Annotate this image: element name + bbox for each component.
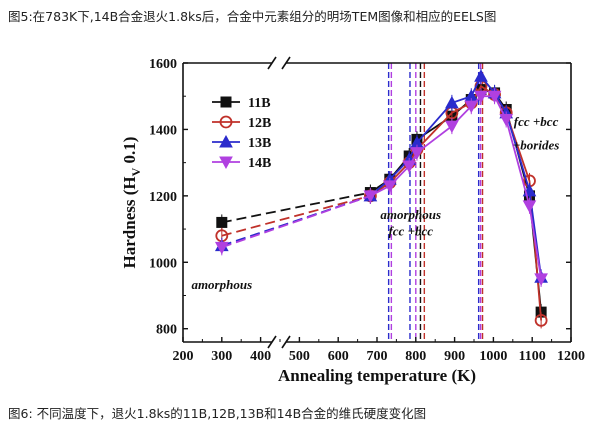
y-tick-label: 1200 bbox=[149, 190, 177, 205]
triangle-up-marker bbox=[219, 134, 233, 148]
triangle-down-marker bbox=[382, 180, 397, 193]
square-marker bbox=[220, 96, 232, 108]
x-tick-label: 900 bbox=[444, 349, 465, 364]
triangle-down-marker bbox=[219, 156, 233, 170]
triangle-up-marker bbox=[474, 69, 488, 82]
triangle-down-marker bbox=[410, 147, 424, 160]
triangle-down-marker bbox=[402, 160, 417, 174]
legend-label: 11B bbox=[248, 96, 271, 111]
x-tick-label: 400 bbox=[250, 349, 271, 364]
triangle-down-marker bbox=[534, 273, 548, 286]
y-tick-label: 1600 bbox=[149, 57, 177, 72]
chart-axes: 200 300 400 500 600 700 800 900 1000 1100 1200 800 1… bbox=[120, 56, 585, 385]
x-tick-label: 1000 bbox=[479, 349, 507, 364]
chart-annotations: amorphous amorphous fcc +bcc fcc +bcc +borid… bbox=[191, 114, 559, 292]
triangle-down-marker bbox=[474, 90, 488, 104]
legend-label: 13B bbox=[248, 136, 271, 151]
triangle-up-marker bbox=[445, 95, 459, 109]
axis-break-mark bbox=[267, 56, 277, 70]
bottom-caption: 图6: 不同温度下，退火1.8ks的11B,12B,13B和14B合金的维氏硬度… bbox=[8, 406, 427, 421]
axis-break-mark bbox=[281, 56, 291, 70]
triangle-down-marker bbox=[487, 90, 502, 104]
chart-legend: 11B 12B 13B 14B bbox=[212, 96, 271, 171]
triangle-down-marker bbox=[464, 100, 479, 114]
y-tick-label: 1000 bbox=[149, 256, 177, 271]
phase-boundary-lines bbox=[387, 63, 484, 342]
legend-item-11B: 11B bbox=[212, 96, 271, 111]
x-tick-label: 1200 bbox=[557, 349, 585, 364]
axis-break-mark bbox=[267, 335, 277, 349]
circle-marker bbox=[534, 314, 548, 327]
x-tick-label: 600 bbox=[328, 349, 349, 364]
triangle-down-marker bbox=[499, 113, 514, 127]
annotation-label: amorphous bbox=[191, 277, 252, 292]
data-series bbox=[214, 68, 548, 329]
x-tick-label: 300 bbox=[211, 349, 232, 364]
legend-item-14B: 14B bbox=[212, 156, 271, 171]
axis-break-mark bbox=[281, 335, 291, 349]
triangle-down-marker bbox=[445, 120, 459, 134]
annotation-label: fcc +bcc bbox=[388, 224, 433, 239]
y-tick-label: 1400 bbox=[149, 123, 177, 138]
x-tick-label: 1100 bbox=[519, 349, 546, 364]
square-marker bbox=[216, 216, 228, 228]
series-break-line bbox=[221, 195, 371, 249]
top-caption: 图5:在783K下,14B合金退火1.8ks后，合金中元素组分的明场TEM图像和… bbox=[8, 9, 497, 24]
legend-item-13B: 13B bbox=[212, 134, 271, 151]
x-tick-label: 700 bbox=[367, 349, 388, 364]
x-tick-label: 800 bbox=[405, 349, 426, 364]
triangle-down-marker bbox=[363, 190, 378, 203]
triangle-down-marker bbox=[522, 200, 537, 213]
series-break-line bbox=[221, 194, 371, 237]
legend-label: 12B bbox=[248, 116, 271, 131]
x-axis-title: Annealing temperature (K) bbox=[278, 366, 476, 385]
triangle-down-marker bbox=[214, 241, 229, 255]
y-axis-title: Hardness (HV 0.1) bbox=[120, 137, 143, 269]
y-tick-label: 800 bbox=[156, 323, 177, 338]
x-tick-label: 500 bbox=[289, 349, 310, 364]
circle-marker bbox=[219, 115, 233, 129]
annotation-label: +borides bbox=[513, 137, 559, 152]
annotation-label: amorphous bbox=[380, 207, 441, 222]
annotation-label: fcc +bcc bbox=[514, 114, 559, 129]
legend-item-12B: 12B bbox=[212, 115, 271, 131]
series-14B bbox=[214, 88, 548, 287]
x-tick-label: 200 bbox=[173, 349, 194, 364]
legend-label: 14B bbox=[248, 156, 271, 171]
series-break-line bbox=[221, 191, 371, 224]
